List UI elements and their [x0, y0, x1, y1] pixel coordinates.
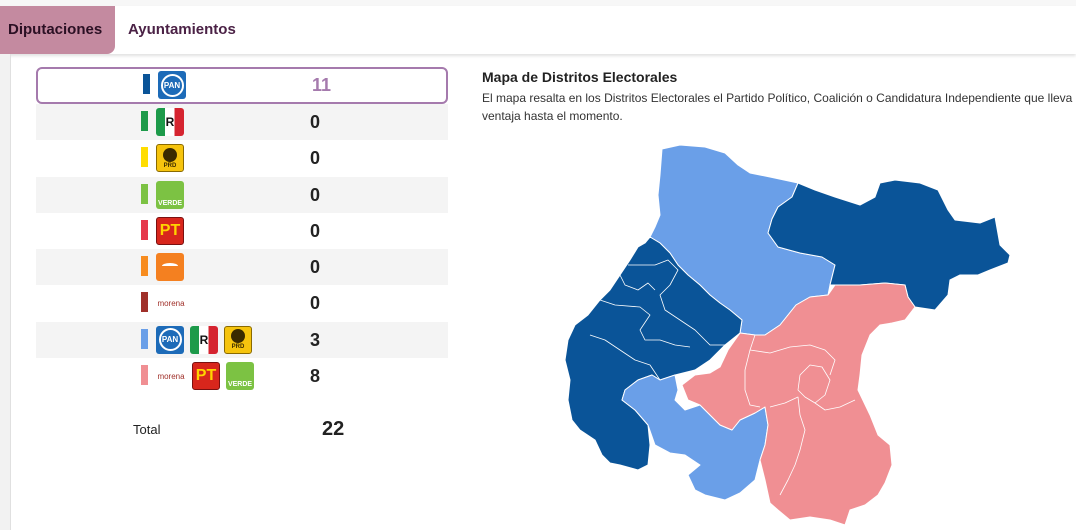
result-row-prd[interactable]: PRD 0: [36, 140, 448, 176]
result-row-morena[interactable]: morena 0: [36, 285, 448, 321]
party-color-bar: [141, 328, 148, 349]
vote-count: 0: [310, 184, 321, 205]
result-row-mc[interactable]: 0: [36, 249, 448, 286]
prd-logo-icon: PRD: [224, 325, 252, 354]
party-color-bar: [141, 292, 148, 313]
vote-count: 0: [310, 293, 321, 314]
party-color-bar: [143, 74, 150, 94]
vote-count: 11: [312, 75, 332, 95]
total-value: 22: [322, 418, 345, 440]
vote-count: 0: [310, 148, 321, 169]
result-row-pt[interactable]: PT 0: [36, 213, 448, 249]
party-color-bar: [141, 256, 148, 277]
tab-diputaciones[interactable]: Diputaciones: [0, 6, 115, 54]
prd-logo-icon: PRD: [156, 144, 184, 173]
result-row-pri[interactable]: R 0: [36, 104, 448, 141]
party-color-bar: [141, 219, 148, 240]
morena-logo-icon: morena: [157, 298, 185, 308]
party-color-bar: [141, 183, 148, 204]
party-color-bar: [141, 111, 148, 131]
vote-count: 0: [310, 220, 321, 241]
pri-logo-icon: R: [190, 325, 218, 354]
top-strip: [0, 0, 1076, 6]
map-title: Mapa de Distritos Electorales: [482, 69, 678, 85]
districts-map: [564, 144, 1011, 526]
verde-logo-icon: VERDE: [156, 180, 184, 209]
mc-logo-icon: [156, 253, 184, 282]
pri-logo-icon: R: [156, 108, 184, 136]
result-row-verde[interactable]: VERDE 0: [36, 176, 448, 213]
party-color-bar: [141, 147, 148, 168]
result-row-pan[interactable]: PAN 11: [36, 67, 448, 104]
result-row-coalition-morena-pt-verde[interactable]: morena PT VERDE 8: [36, 358, 448, 394]
left-gutter: [0, 54, 11, 530]
verde-logo-icon: VERDE: [226, 362, 254, 391]
results-table: PAN 11 R 0 PRD 0 VERDE 0 PT 0: [36, 67, 448, 394]
vote-count: 0: [310, 112, 321, 132]
pan-logo-icon: PAN: [156, 325, 184, 354]
map-description: El mapa resalta en los Distritos Elector…: [482, 91, 1073, 123]
vote-count: 0: [310, 257, 321, 278]
pan-logo-icon: PAN: [158, 71, 186, 99]
party-color-bar: [141, 365, 148, 386]
total-label: Total: [133, 422, 161, 437]
pt-logo-icon: PT: [192, 362, 220, 391]
district-west[interactable]: [564, 236, 743, 471]
result-row-coalition-pan-pri-prd[interactable]: PAN R PRD 3: [36, 321, 448, 359]
tab-bar: Diputaciones Ayuntamientos: [0, 6, 1076, 54]
morena-logo-icon: morena: [157, 371, 185, 381]
pt-logo-icon: PT: [156, 216, 184, 245]
vote-count: 3: [310, 329, 321, 350]
vote-count: 8: [310, 366, 321, 387]
tab-ayuntamientos[interactable]: Ayuntamientos: [128, 21, 236, 38]
district-northeast[interactable]: [767, 179, 1011, 311]
